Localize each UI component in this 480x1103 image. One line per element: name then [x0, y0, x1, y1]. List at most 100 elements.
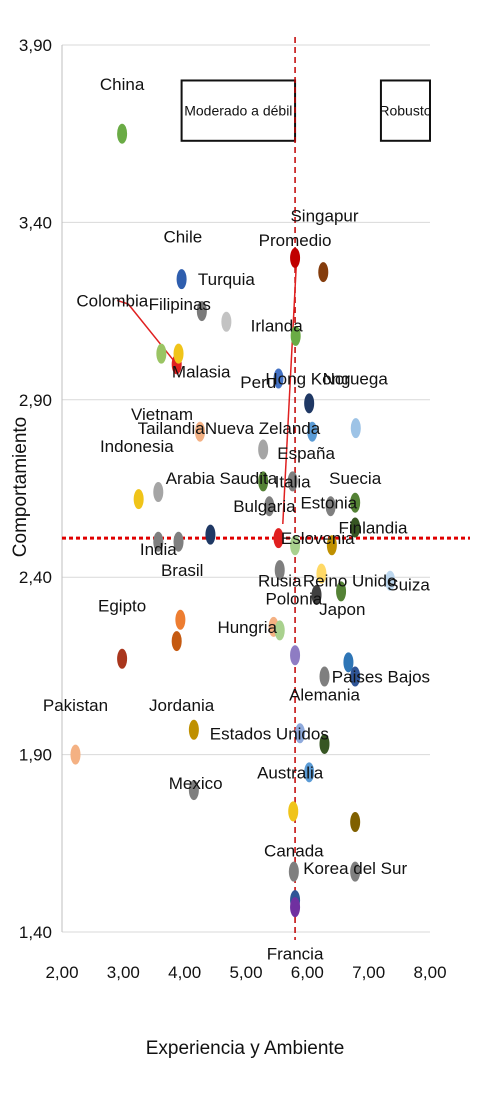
point-label-polonia: Polonia [265, 589, 322, 608]
point-unlabeled-22 [133, 489, 144, 510]
quadrant-box-moderado-a-debil [180, 79, 297, 142]
grid-lines [61, 44, 430, 933]
point-label-korea-del-sur: Korea del Sur [303, 859, 407, 878]
point-label-japon: Japon [319, 600, 365, 619]
point-francia [290, 897, 301, 918]
y-tick-label: 2,40 [19, 568, 52, 587]
point-espana [307, 421, 318, 442]
point-label-noruega: Noruega [323, 370, 389, 389]
point-label-canada: Canada [264, 841, 324, 860]
x-tick-label: 4,00 [168, 963, 201, 982]
point-finlandia [350, 517, 361, 538]
point-unlabeled-39 [274, 620, 285, 641]
point-chile [176, 269, 187, 290]
point-egipto [117, 648, 128, 669]
point-label-rusia: Rusia [258, 572, 302, 591]
point-label-nueva-zelanda: Nueva Zelanda [205, 419, 321, 438]
connector-line-2 [282, 264, 298, 525]
y-tick-label: 1,40 [19, 923, 52, 942]
point-label-vietnam: Vietnam [131, 405, 193, 424]
connector-line-0 [116, 299, 129, 305]
point-peru [273, 368, 284, 389]
point-label-colombia: Colombia [76, 291, 148, 310]
point-estonia [325, 496, 336, 517]
point-label-jordania: Jordania [149, 696, 215, 715]
point-italia [287, 471, 298, 492]
point-label-tailandia: Tailandia [138, 419, 206, 438]
point-unlabeled-40 [290, 645, 301, 666]
x-tick-label: 6,00 [291, 963, 324, 982]
x-tick-label: 7,00 [352, 963, 385, 982]
x-tick-label: 8,00 [413, 963, 446, 982]
point-unlabeled-24 [273, 528, 284, 549]
point-suecia [350, 492, 361, 513]
x-axis-title: Experiencia y Ambiente [146, 1038, 345, 1059]
point-label-suecia: Suecia [329, 469, 382, 488]
point-unlabeled-41 [343, 652, 354, 673]
x-tick-label: 5,00 [229, 963, 262, 982]
point-nueva-zelanda [258, 439, 269, 460]
point-india [153, 531, 164, 552]
quadrant-box-label: Robusto [379, 103, 431, 119]
point-paises-bajos [350, 666, 361, 687]
point-label-chile: Chile [163, 228, 202, 247]
point-label-eslovenia: Eslovenia [281, 529, 355, 548]
point-unlabeled-51 [350, 812, 361, 833]
point-label-malasia: Malasia [172, 362, 231, 381]
point-indonesia [153, 482, 164, 503]
point-label-italia: Italia [275, 472, 311, 491]
point-label-promedio: Promedio [259, 231, 332, 250]
y-tick-label: 3,40 [19, 213, 52, 232]
point-arabia-saudita [258, 471, 269, 492]
point-label-india: India [140, 540, 177, 559]
label-connectors [116, 264, 298, 525]
point-australia [304, 762, 315, 783]
point-label-turquia: Turquia [198, 270, 256, 289]
y-axis-title: Comportamiento [10, 417, 31, 557]
point-label-finlandia: Finlandia [338, 519, 408, 538]
data-points [70, 123, 396, 918]
point-filipinas [196, 301, 207, 322]
point-vietnam [156, 343, 167, 364]
point-brasil [173, 531, 184, 552]
point-unlabeled-23 [205, 524, 216, 545]
point-label-bulgaria: Bulgaria [233, 497, 296, 516]
point-polonia [311, 584, 322, 605]
y-tick-label: 1,90 [19, 746, 52, 765]
point-label-filipinas: Filipinas [149, 295, 211, 314]
point-label-estonia: Estonia [300, 494, 357, 513]
quadrant-boxes: Moderado a débil Robusto [180, 79, 432, 142]
point-label-egipto: Egipto [98, 597, 146, 616]
quadrant-box-label: Moderado a débil [184, 103, 292, 119]
point-label-arabia-saudita: Arabia Saudita [166, 469, 278, 488]
point-label-brasil: Brasil [161, 561, 204, 580]
point-alemania [319, 666, 330, 687]
connector-line-1 [127, 303, 178, 365]
point-label-mexico: Mexico [169, 774, 223, 793]
point-label-hungria: Hungria [217, 618, 277, 637]
x-tick-label: 2,00 [45, 963, 78, 982]
y-tick-label: 2,90 [19, 391, 52, 410]
point-label-pakistan: Pakistan [43, 696, 108, 715]
point-unlabeled-37 [171, 631, 182, 652]
point-hong-kong [304, 393, 315, 414]
point-estados-unidos [294, 723, 305, 744]
y-tick-label: 3,90 [19, 36, 52, 55]
point-promedio [290, 247, 301, 268]
point-reino-unido [316, 563, 327, 584]
point-suiza [385, 570, 396, 591]
point-japon [336, 581, 347, 602]
point-label-paises-bajos: Paises Bajos [332, 668, 430, 687]
point-korea-del-sur [350, 861, 361, 882]
point-label-singapur: Singapur [290, 206, 358, 225]
point-singapur [318, 262, 329, 283]
point-label-china: China [100, 75, 145, 94]
point-rusia [274, 560, 285, 581]
point-malasia [173, 343, 184, 364]
point-label-alemania: Alemania [289, 685, 360, 704]
point-unlabeled-27 [326, 535, 337, 556]
y-axis-ticks: 1,40 1,90 2,40 2,90 3,40 3,90 [19, 36, 52, 942]
point-irlanda [290, 325, 301, 346]
